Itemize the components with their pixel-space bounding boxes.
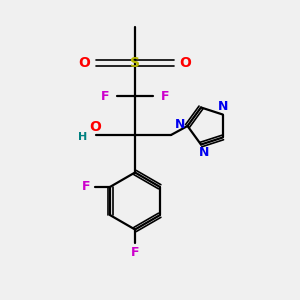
Text: S: S [130, 56, 140, 70]
Text: H: H [78, 131, 87, 142]
Text: O: O [179, 56, 191, 70]
Text: N: N [218, 100, 228, 112]
Text: F: F [131, 245, 139, 259]
Text: N: N [199, 146, 209, 159]
Text: O: O [79, 56, 91, 70]
Text: F: F [101, 89, 109, 103]
Text: O: O [89, 120, 101, 134]
Text: F: F [161, 89, 169, 103]
Text: N: N [175, 118, 185, 131]
Text: F: F [82, 180, 90, 193]
